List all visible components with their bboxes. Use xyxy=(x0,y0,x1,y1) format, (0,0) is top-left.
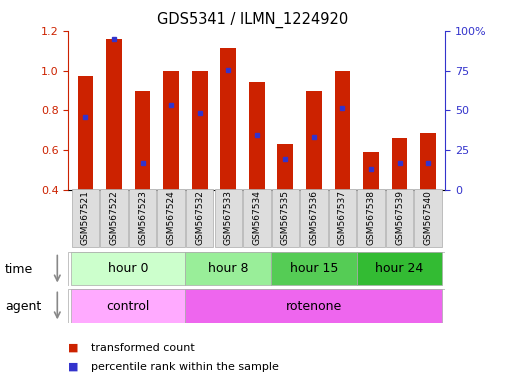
Text: hour 24: hour 24 xyxy=(375,262,423,275)
Bar xyxy=(134,91,150,190)
FancyBboxPatch shape xyxy=(356,252,441,285)
Text: hour 0: hour 0 xyxy=(108,262,148,275)
FancyBboxPatch shape xyxy=(71,290,185,323)
Bar xyxy=(248,81,264,190)
Bar xyxy=(77,76,93,190)
Text: GSM567536: GSM567536 xyxy=(309,190,318,245)
Text: ■: ■ xyxy=(68,362,79,372)
Text: percentile rank within the sample: percentile rank within the sample xyxy=(91,362,278,372)
Text: GSM567537: GSM567537 xyxy=(337,190,346,245)
Text: GSM567539: GSM567539 xyxy=(394,190,403,245)
Text: GDS5341 / ILMN_1224920: GDS5341 / ILMN_1224920 xyxy=(157,12,348,28)
Text: time: time xyxy=(5,263,33,276)
FancyBboxPatch shape xyxy=(71,252,185,285)
FancyBboxPatch shape xyxy=(100,189,127,247)
Bar xyxy=(106,39,122,190)
Text: GSM567524: GSM567524 xyxy=(166,190,175,245)
Bar xyxy=(163,71,179,190)
FancyBboxPatch shape xyxy=(72,189,99,247)
FancyBboxPatch shape xyxy=(357,189,384,247)
Text: transformed count: transformed count xyxy=(91,343,194,353)
Text: rotenone: rotenone xyxy=(285,300,341,313)
Text: ■: ■ xyxy=(68,343,79,353)
FancyBboxPatch shape xyxy=(157,189,184,247)
FancyBboxPatch shape xyxy=(185,252,271,285)
FancyBboxPatch shape xyxy=(214,189,241,247)
FancyBboxPatch shape xyxy=(129,189,156,247)
FancyBboxPatch shape xyxy=(414,189,441,247)
Bar xyxy=(391,138,407,190)
Bar xyxy=(334,71,349,190)
Text: agent: agent xyxy=(5,300,41,313)
FancyBboxPatch shape xyxy=(186,189,213,247)
Text: GSM567538: GSM567538 xyxy=(366,190,375,245)
Text: hour 15: hour 15 xyxy=(289,262,337,275)
Text: GSM567533: GSM567533 xyxy=(223,190,232,245)
Bar xyxy=(420,133,435,190)
Text: GSM567532: GSM567532 xyxy=(195,190,204,245)
FancyBboxPatch shape xyxy=(271,252,356,285)
FancyBboxPatch shape xyxy=(271,189,298,247)
Bar xyxy=(277,144,292,190)
FancyBboxPatch shape xyxy=(299,189,327,247)
Bar xyxy=(191,71,207,190)
Text: GSM567523: GSM567523 xyxy=(138,190,147,245)
Text: GSM567522: GSM567522 xyxy=(109,190,118,245)
Text: control: control xyxy=(107,300,149,313)
Text: GSM567540: GSM567540 xyxy=(423,190,432,245)
Bar xyxy=(363,152,378,190)
FancyBboxPatch shape xyxy=(385,189,413,247)
Text: GSM567534: GSM567534 xyxy=(252,190,261,245)
FancyBboxPatch shape xyxy=(328,189,356,247)
Bar xyxy=(306,91,321,190)
FancyBboxPatch shape xyxy=(185,290,441,323)
Text: hour 8: hour 8 xyxy=(208,262,248,275)
FancyBboxPatch shape xyxy=(242,189,270,247)
Text: GSM567521: GSM567521 xyxy=(81,190,90,245)
Bar xyxy=(220,48,236,190)
Text: GSM567535: GSM567535 xyxy=(280,190,289,245)
